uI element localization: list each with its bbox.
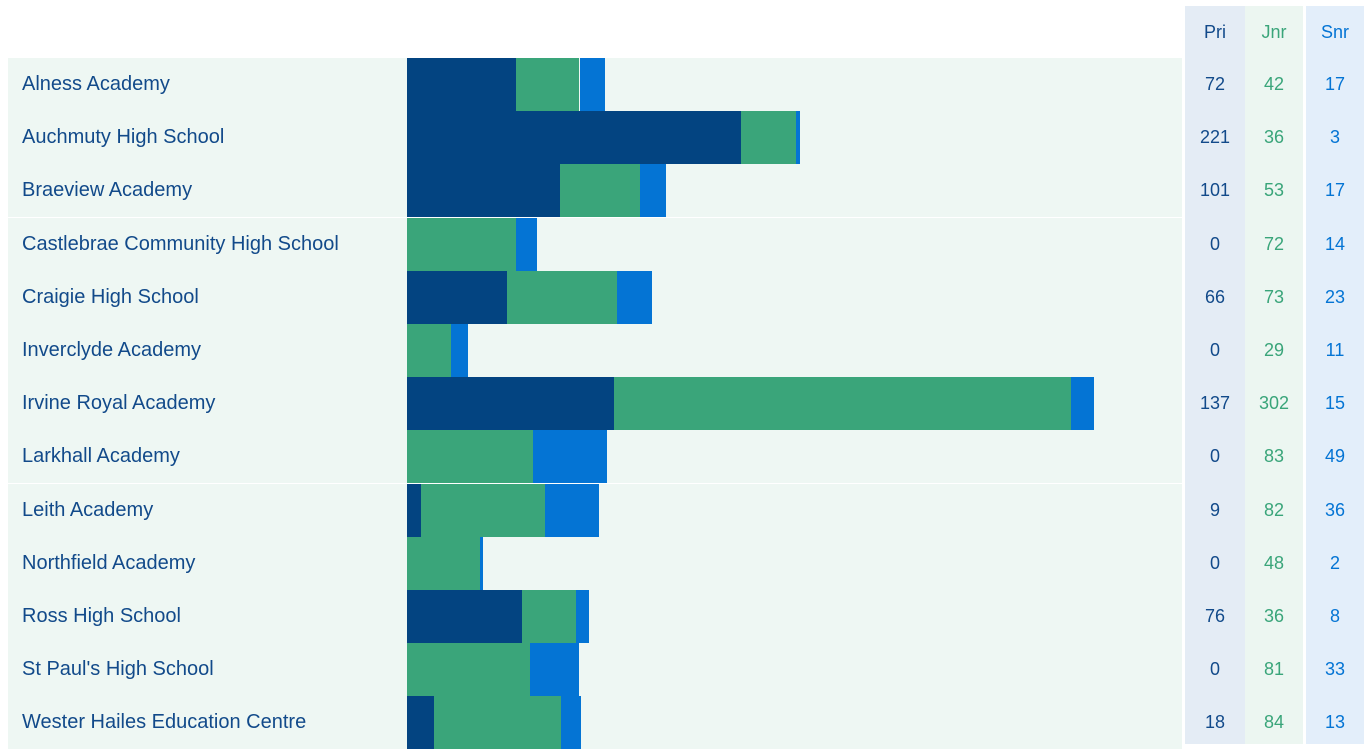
pri-bar-segment — [407, 696, 435, 749]
snr-bar-segment — [795, 111, 801, 165]
jnr-value-label: 84 — [1263, 712, 1285, 733]
snr-bar-segment — [544, 483, 600, 537]
pri-value-label: 221 — [1199, 127, 1231, 148]
jnr-bar-segment — [614, 377, 1072, 431]
jnr-bar-segment — [407, 324, 451, 377]
snr-column-background — [1306, 6, 1364, 744]
snr-value-label: 13 — [1324, 712, 1346, 733]
jnr-column-background — [1245, 6, 1303, 744]
jnr-bar-segment — [741, 111, 796, 165]
school-name-label: Auchmuty High School — [22, 126, 225, 149]
pri-value-label: 0 — [1209, 446, 1220, 467]
snr-value-label: 17 — [1324, 74, 1346, 94]
snr-value-label: 2 — [1329, 552, 1340, 573]
snr-bar-segment — [640, 164, 666, 218]
row-background — [8, 696, 1182, 749]
snr-bar-segment — [561, 696, 581, 749]
jnr-column-header: Jnr — [1261, 22, 1287, 42]
jnr-bar-segment — [407, 217, 516, 271]
row-background — [8, 643, 1182, 697]
pri-bar-segment — [407, 377, 615, 431]
school-name-label: Alness Academy — [22, 73, 170, 95]
snr-value-label: 15 — [1324, 393, 1346, 414]
snr-value-label: 33 — [1324, 659, 1346, 680]
pri-value-label: 0 — [1209, 233, 1220, 254]
school-name-label: Irvine Royal Academy — [22, 392, 216, 415]
snr-value-label: 11 — [1325, 340, 1345, 360]
row-background — [8, 217, 1182, 271]
school-name-label: Leith Academy — [22, 498, 154, 521]
school-name-label: Larkhall Academy — [22, 445, 180, 468]
snr-value-label: 36 — [1324, 499, 1346, 520]
snr-bar-segment — [479, 536, 483, 590]
jnr-bar-segment — [515, 58, 580, 111]
jnr-value-label: 302 — [1258, 393, 1290, 414]
pri-value-label: 137 — [1199, 393, 1231, 414]
pri-value-label: 18 — [1204, 712, 1226, 733]
jnr-value-label: 81 — [1263, 659, 1285, 680]
school-name-label: Craigie High School — [22, 285, 199, 308]
jnr-bar-segment — [506, 270, 618, 324]
jnr-value-label: 53 — [1263, 180, 1285, 201]
school-name-label: Braeview Academy — [22, 179, 193, 202]
jnr-value-label: 72 — [1263, 233, 1285, 254]
jnr-bar-segment — [522, 590, 577, 643]
snr-value-label: 14 — [1324, 233, 1346, 254]
pri-bar-segment — [407, 483, 421, 537]
snr-value-label: 17 — [1324, 180, 1346, 201]
row-background — [8, 590, 1182, 643]
pri-value-label: 0 — [1209, 340, 1220, 360]
pri-bar-segment — [407, 58, 516, 111]
pri-value-label: 0 — [1209, 552, 1220, 573]
school-name-label: Ross High School — [22, 605, 181, 627]
jnr-bar-segment — [407, 536, 480, 590]
pri-value-label: 76 — [1204, 606, 1226, 626]
snr-value-label: 8 — [1329, 606, 1340, 626]
snr-bar-segment — [529, 643, 580, 697]
school-name-label: St Paul's High School — [22, 658, 214, 681]
school-name-label: Castlebrae Community High School — [22, 232, 339, 255]
jnr-bar-segment — [407, 430, 533, 484]
jnr-value-label: 36 — [1263, 606, 1285, 626]
jnr-value-label: 73 — [1263, 286, 1285, 307]
jnr-bar-segment — [407, 643, 530, 697]
snr-bar-segment — [579, 58, 606, 111]
jnr-bar-segment — [420, 483, 545, 537]
snr-bar-segment — [450, 324, 468, 377]
school-name-label: Inverclyde Academy — [22, 339, 201, 361]
pri-value-label: 0 — [1209, 659, 1220, 680]
pri-bar-segment — [407, 270, 507, 324]
school-name-label: Northfield Academy — [22, 551, 196, 574]
jnr-value-label: 83 — [1263, 446, 1285, 467]
jnr-value-label: 29 — [1263, 340, 1285, 360]
pri-value-label: 101 — [1199, 180, 1231, 201]
school-name-label: Wester Hailes Education Centre — [22, 711, 307, 734]
snr-bar-segment — [1071, 377, 1094, 431]
snr-value-label: 3 — [1329, 127, 1340, 148]
pri-bar-segment — [407, 164, 560, 218]
snr-bar-segment — [532, 430, 607, 484]
pri-bar-segment — [407, 590, 522, 643]
jnr-value-label: 82 — [1263, 499, 1285, 520]
pri-column-header: Pri — [1204, 22, 1226, 42]
jnr-value-label: 36 — [1263, 127, 1285, 148]
snr-value-label: 23 — [1324, 286, 1346, 307]
snr-value-label: 49 — [1324, 446, 1346, 467]
jnr-bar-segment — [434, 696, 562, 749]
pri-value-label: 9 — [1209, 499, 1220, 520]
row-background — [8, 324, 1182, 377]
jnr-value-label: 42 — [1263, 74, 1285, 94]
row-background — [8, 536, 1182, 590]
jnr-bar-segment — [559, 164, 641, 218]
pri-bar-segment — [407, 111, 742, 165]
pri-value-label: 66 — [1204, 286, 1226, 307]
pri-value-label: 72 — [1204, 74, 1226, 94]
snr-bar-segment — [617, 270, 653, 324]
snr-bar-segment — [576, 590, 589, 643]
jnr-value-label: 48 — [1263, 552, 1285, 573]
snr-bar-segment — [515, 217, 538, 271]
snr-column-header: Snr — [1320, 22, 1349, 42]
pri-column-background — [1185, 6, 1245, 744]
